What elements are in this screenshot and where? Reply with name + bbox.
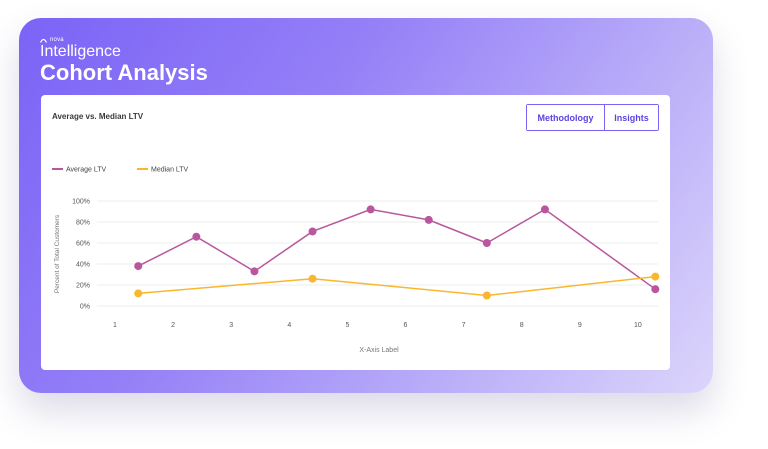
data-point	[540, 205, 549, 214]
y-tick-label: 60%	[76, 241, 90, 248]
y-tick-label: 20%	[76, 283, 90, 290]
y-tick-label: 80%	[76, 220, 90, 227]
data-point	[651, 285, 660, 294]
view-toggle: Methodology Insights	[526, 104, 659, 131]
x-tick-label: 4	[287, 322, 291, 329]
data-point	[651, 272, 660, 281]
page-title: Cohort Analysis	[40, 60, 208, 85]
insights-button[interactable]: Insights	[605, 105, 658, 130]
x-tick-label: 10	[634, 322, 642, 329]
data-point	[308, 274, 317, 283]
legend-label: Average LTV	[66, 167, 107, 174]
y-axis-title: Percent of Total Customers	[54, 214, 61, 293]
brand-logo: nova	[40, 37, 64, 43]
data-point	[250, 267, 259, 276]
data-point	[482, 239, 491, 247]
brand-name: nova	[50, 37, 64, 43]
methodology-button[interactable]: Methodology	[527, 105, 605, 130]
x-axis-title: X-Axis Label	[359, 347, 399, 354]
data-point	[482, 291, 491, 300]
chart-card	[41, 95, 670, 370]
y-tick-label: 0%	[80, 304, 90, 311]
product-name: Intelligence	[40, 43, 121, 60]
legend-label: Median LTV	[151, 167, 189, 174]
nova-logo-icon	[40, 38, 47, 43]
x-tick-label: 7	[462, 322, 466, 329]
data-point	[134, 289, 143, 298]
series-line	[138, 275, 656, 297]
data-point	[366, 205, 375, 214]
series-line	[137, 208, 656, 290]
y-tick-label: 100%	[72, 199, 90, 206]
x-tick-label: 1	[113, 322, 117, 329]
chart-title: Average vs. Median LTV	[52, 112, 144, 121]
x-tick-label: 8	[520, 322, 524, 329]
x-tick-label: 5	[345, 322, 349, 329]
data-point	[192, 232, 201, 241]
data-point	[424, 215, 433, 224]
x-tick-label: 3	[229, 322, 233, 329]
y-tick-label: 40%	[76, 262, 90, 269]
x-tick-label: 6	[404, 322, 408, 329]
data-point	[308, 227, 317, 236]
x-tick-label: 9	[578, 322, 582, 329]
x-tick-label: 2	[171, 322, 175, 329]
data-point	[134, 262, 143, 271]
